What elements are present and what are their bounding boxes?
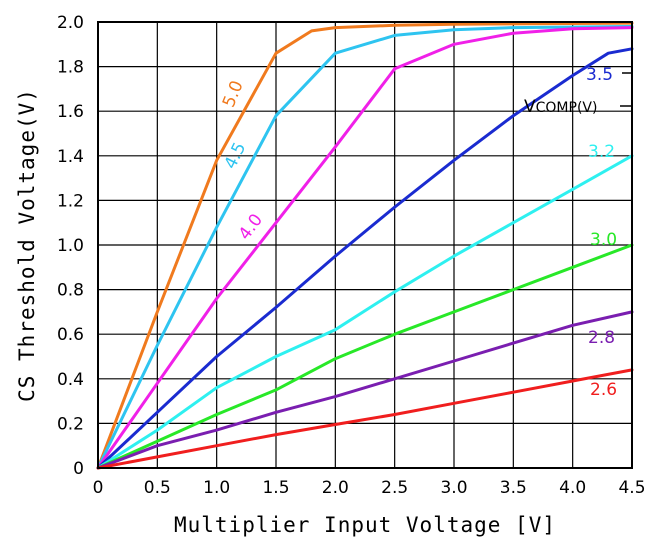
y-tick-label: 1.0 — [57, 236, 84, 256]
x-tick-label: 4.5 — [618, 478, 645, 498]
y-tick-label: 0.6 — [57, 325, 84, 345]
series-labels: 5.04.54.03.53.23.02.82.6 — [219, 65, 632, 400]
x-axis-title: Multiplier Input Voltage [V] — [174, 513, 556, 537]
series-line-4-5 — [96, 25, 634, 470]
y-tick-label: 2.0 — [57, 13, 84, 33]
legend-title-main: V — [524, 97, 536, 117]
x-tick-label: 0 — [93, 478, 104, 498]
y-tick-label: 0.2 — [57, 414, 84, 434]
series-label-3-2: 3.2 — [588, 142, 615, 162]
y-tick-label: 1.6 — [57, 102, 84, 122]
legend-title: VCOMP(V) — [524, 97, 597, 117]
series-line-3-5 — [96, 47, 634, 470]
x-tick-label: 4.0 — [559, 478, 586, 498]
series-label-2-6: 2.6 — [590, 380, 617, 400]
series-line-3-0 — [96, 243, 634, 470]
y-tick-label: 0.8 — [57, 281, 84, 301]
legend-title-sub: COMP(V) — [536, 100, 598, 116]
series-lines — [96, 21, 634, 470]
x-tick-label: 1.0 — [203, 478, 230, 498]
y-tick-label: 1.8 — [57, 58, 84, 78]
plot-frame — [97, 21, 633, 469]
series-line-3-2 — [96, 154, 634, 470]
x-tick-label: 1.5 — [262, 478, 289, 498]
series-label-2-8: 2.8 — [588, 328, 615, 348]
series-label-3-5: 3.5 — [586, 65, 613, 85]
x-tick-label: 0.5 — [144, 478, 171, 498]
series-line-2-6 — [96, 368, 634, 470]
x-tick-labels: 0 0.5 1.0 1.5 2.0 2.5 3.0 3.5 4.0 4.5 — [93, 478, 646, 498]
series-line-2-8 — [96, 310, 634, 470]
y-tick-label: 0 — [73, 459, 84, 479]
series-line-5-0 — [96, 21, 634, 470]
y-tick-label: 1.4 — [57, 147, 84, 167]
x-tick-label: 3.5 — [500, 478, 527, 498]
series-label-3-0: 3.0 — [590, 230, 617, 250]
series-line-4-0 — [96, 26, 634, 470]
x-tick-label: 2.0 — [322, 478, 349, 498]
y-tick-labels: 0 0.2 0.4 0.6 0.8 1.0 1.2 1.4 1.6 1.8 2.0 — [57, 13, 84, 479]
x-tick-label: 3.0 — [440, 478, 467, 498]
y-tick-label: 0.4 — [57, 370, 84, 390]
y-axis-title: CS Threshold Voltage(V) — [15, 88, 39, 402]
x-tick-label: 2.5 — [381, 478, 408, 498]
y-tick-label: 1.2 — [57, 191, 84, 211]
